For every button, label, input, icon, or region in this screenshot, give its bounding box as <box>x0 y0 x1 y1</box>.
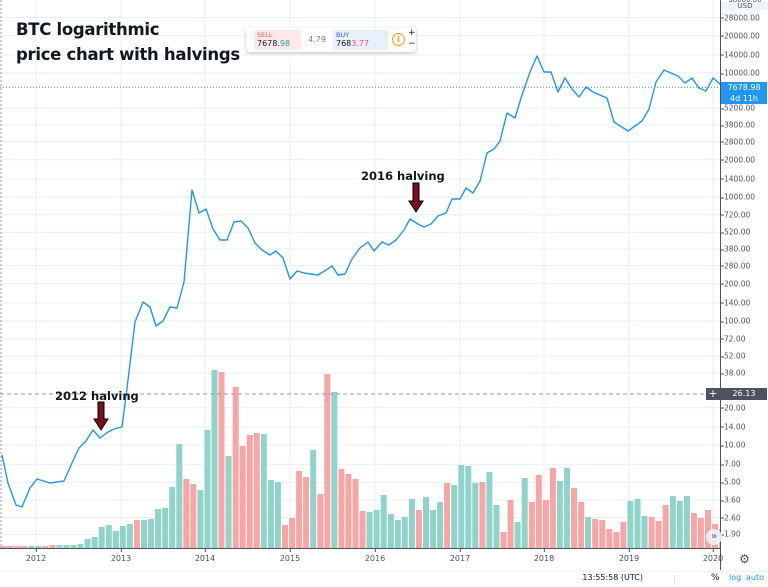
price-tick: 14000.00 <box>721 50 760 60</box>
collapse-minus-button[interactable]: − <box>408 39 416 49</box>
time-tick: 2013 <box>110 549 132 563</box>
price-tick: 72.00 <box>720 334 746 344</box>
crosshair-price-badge: 26.13 <box>721 388 767 400</box>
chart-plot-area[interactable] <box>0 0 720 548</box>
scroll-to-realtime-button[interactable]: » <box>706 529 722 545</box>
price-tick: 1400.00 <box>720 174 756 184</box>
price-tick: 52.00 <box>720 351 746 361</box>
price-tick: 1.90 <box>721 529 741 539</box>
chart-title-line-2: price chart with halvings <box>16 45 240 64</box>
time-tick: 2015 <box>279 549 301 563</box>
time-tick: 2018 <box>533 549 555 563</box>
chart-title: BTC logarithmic price chart with halving… <box>16 17 240 67</box>
price-tick: 20.00 <box>720 403 746 413</box>
time-tick: 2020 <box>702 549 724 563</box>
bar-countdown-badge: 4d 11h <box>721 93 767 105</box>
volume-bars <box>0 370 720 548</box>
price-tick: 28000.00 <box>721 13 760 23</box>
buy-sell-widget: ⋮⋮ SELL 7678.98 4.79 BUY 7683.77 i + − <box>246 28 416 52</box>
sell-price: 7678.98 <box>257 39 291 48</box>
time-tick: 2017 <box>449 549 471 563</box>
price-line <box>1 55 720 508</box>
price-tick: 140.00 <box>720 298 751 308</box>
price-tick: 38.00 <box>720 368 746 378</box>
price-tick: 3.60 <box>721 495 741 505</box>
price-tick: 14.00 <box>720 422 746 432</box>
time-tick: 2012 <box>25 549 47 563</box>
time-axis[interactable]: 2012 2013 2014 2015 2016 2017 2018 2019 2020 <box>0 548 724 570</box>
price-tick: 100.00 <box>720 316 751 326</box>
price-tick: 200.00 <box>720 279 751 289</box>
price-tick: 2.60 <box>721 513 741 523</box>
log-scale-toggle[interactable]: log <box>729 573 742 582</box>
buy-label: BUY <box>336 31 350 39</box>
time-tick: 2016 <box>364 549 386 563</box>
price-tick: 3800.00 <box>720 120 756 130</box>
annotation-2016-halving[interactable]: 2016 halving <box>361 169 445 183</box>
price-tick: 280.00 <box>720 261 751 271</box>
settings-gear-icon[interactable]: ⚙ <box>720 548 768 570</box>
toolbar-separator <box>674 574 675 586</box>
price-axis[interactable]: 38000.00 USD 28000.0020000.0014000.00100… <box>706 0 768 548</box>
currency-label[interactable]: USD <box>721 2 768 10</box>
sell-label: SELL <box>257 31 273 39</box>
price-tick: 720.00 <box>720 210 751 220</box>
buy-price: 7683.77 <box>336 39 370 48</box>
price-tick: 10000.00 <box>721 68 760 78</box>
utc-clock[interactable]: 13:55:58 (UTC) <box>582 573 643 582</box>
price-tick: 20000.00 <box>721 31 760 41</box>
last-price-badge: 7678.98 <box>721 82 767 94</box>
time-tick: 2014 <box>194 549 216 563</box>
spread-value: 4.79 <box>308 35 326 44</box>
grid-lines <box>0 0 720 548</box>
price-tick: 10.00 <box>720 440 746 450</box>
price-tick: 2000.00 <box>720 155 756 165</box>
auto-scale-toggle[interactable]: auto <box>746 573 765 582</box>
price-tick: 7.00 <box>721 459 741 469</box>
price-tick: 520.00 <box>720 227 751 237</box>
annotation-2012-halving[interactable]: 2012 halving <box>55 389 139 403</box>
drag-handle-icon[interactable]: ⋮⋮ <box>248 33 260 46</box>
chart-title-line-1: BTC logarithmic <box>16 20 160 39</box>
expand-plus-button[interactable]: + <box>408 28 416 38</box>
halving-arrows <box>93 182 424 431</box>
time-tick: 2019 <box>618 549 640 563</box>
buy-button[interactable]: BUY 7683.77 <box>333 30 388 50</box>
price-tick: 5.00 <box>721 477 741 487</box>
price-tick: 5200.00 <box>720 103 756 113</box>
percent-scale-toggle[interactable]: % <box>711 573 720 583</box>
price-tick: 380.00 <box>720 244 751 254</box>
price-tick: 1000.00 <box>720 192 756 202</box>
crosshair-plus-button[interactable]: + <box>706 388 720 400</box>
price-tick: 2800.00 <box>720 137 756 147</box>
bottom-toolbar: 13:55:58 (UTC) % log auto <box>0 571 768 587</box>
info-icon[interactable]: i <box>392 33 405 46</box>
sell-button[interactable]: SELL 7678.98 <box>254 30 301 50</box>
